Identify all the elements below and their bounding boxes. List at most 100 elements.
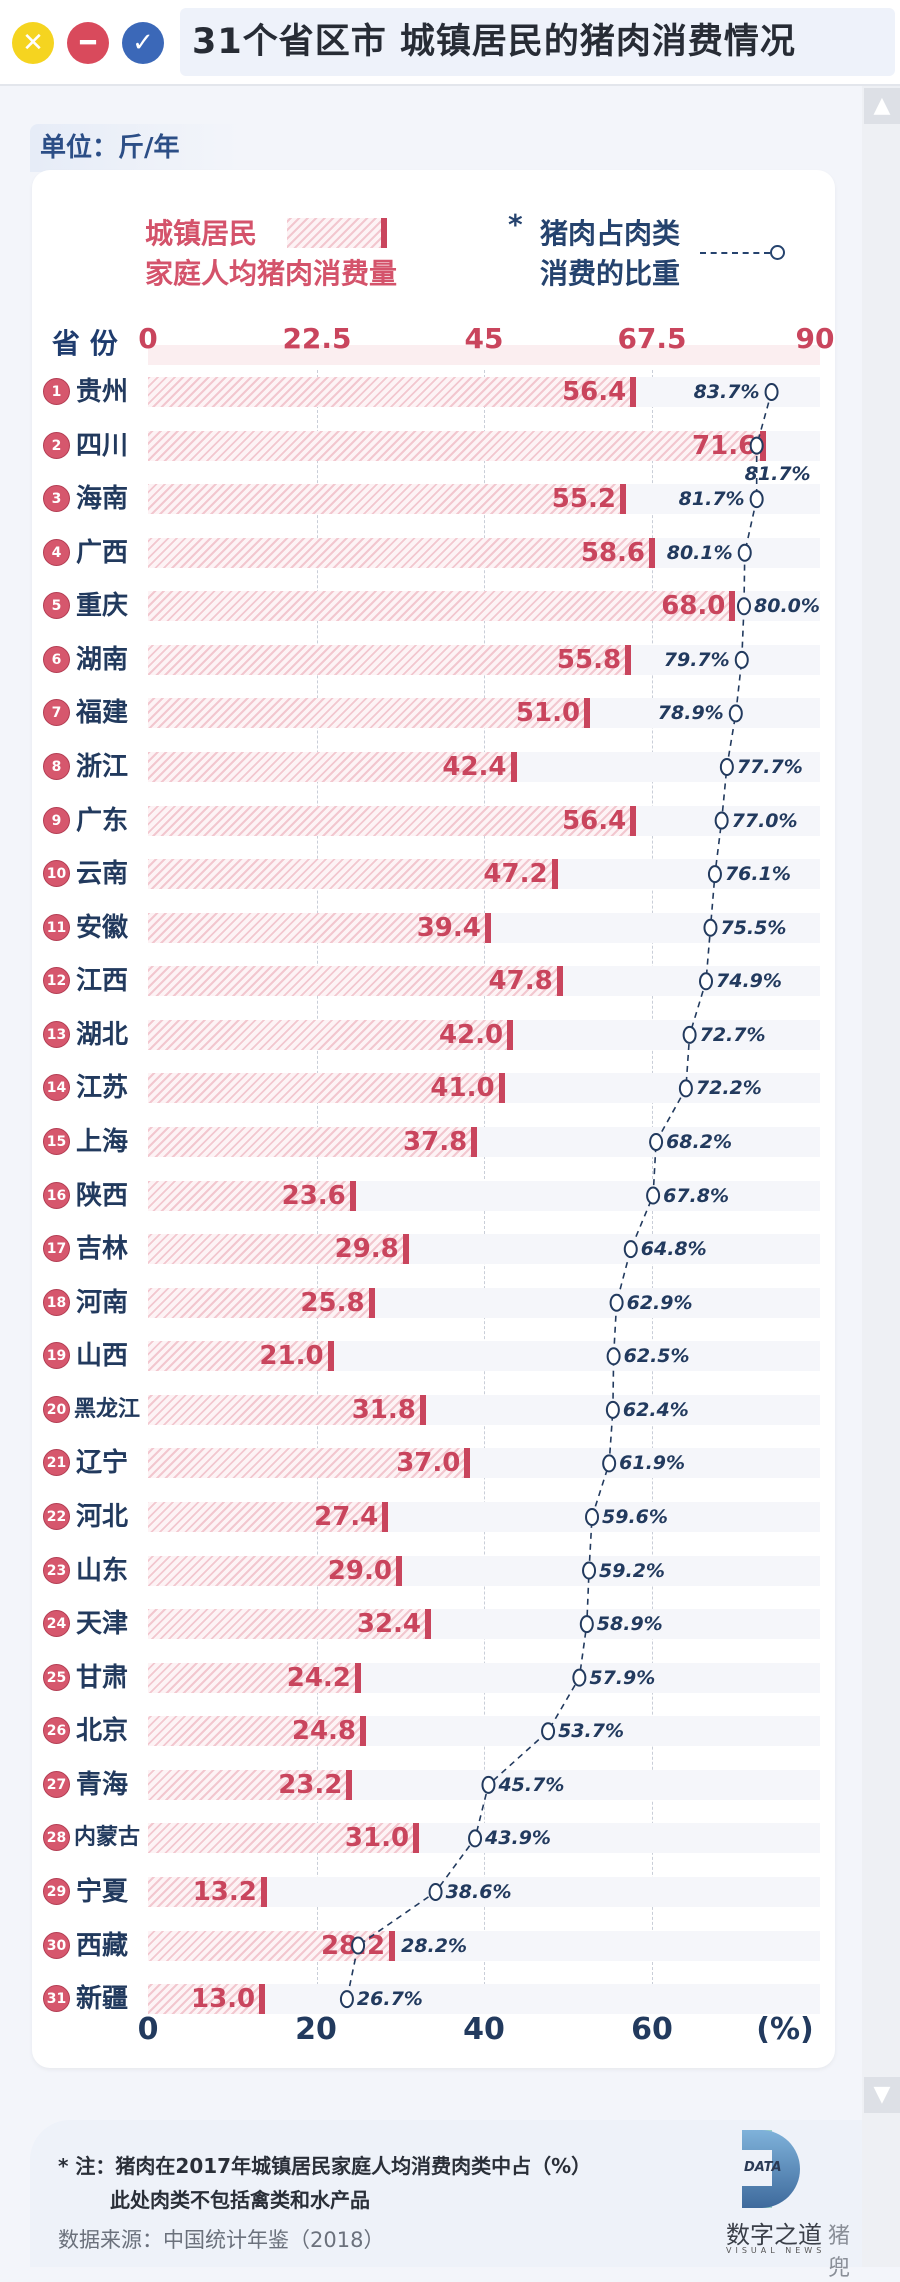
consumption-value-label: 32.4	[356, 1609, 422, 1640]
ratio-dot	[737, 543, 752, 562]
consumption-bar-end	[630, 805, 637, 836]
scroll-up-icon[interactable]: ▲	[864, 88, 900, 124]
consumption-bar	[148, 1126, 472, 1157]
bottom-axis-tick: 20	[295, 2012, 337, 2047]
top-axis-tick: 45	[464, 322, 504, 355]
province-name: 浙江	[76, 751, 129, 782]
rank-badge: 24	[43, 1610, 70, 1638]
ratio-value-label: 61.9%	[619, 1452, 686, 1475]
consumption-bar-end	[354, 1662, 361, 1693]
consumption-value-label: 51.0	[515, 698, 581, 729]
ratio-value-label: 57.9%	[589, 1666, 656, 1689]
consumption-bar-end	[649, 537, 656, 568]
consumption-bar-end	[368, 1287, 375, 1318]
ratio-value-label: 26.7%	[356, 1988, 423, 2011]
ratio-value-label: 79.7%	[663, 648, 730, 671]
bottom-axis-tick: 60	[631, 2012, 673, 2047]
ratio-dot	[602, 1454, 617, 1473]
province-name: 广西	[76, 537, 129, 568]
legend-dot-label-1: 猪肉占肉类	[540, 217, 681, 250]
consumption-value-label: 68.0	[661, 591, 726, 622]
ratio-dot	[682, 1025, 697, 1044]
rank-badge: 17	[43, 1235, 70, 1263]
rank-badge: 2	[43, 431, 70, 459]
province-name: 河南	[76, 1287, 129, 1318]
consumption-bar-end	[484, 912, 491, 943]
consumption-bar-end	[619, 484, 626, 515]
category-header: 省 份	[52, 327, 118, 360]
consumption-bar	[148, 912, 485, 943]
consumption-value-label: 31.8	[351, 1394, 416, 1425]
ratio-dot	[649, 1132, 664, 1151]
consumption-bar	[148, 1555, 396, 1586]
legend-dot-marker	[770, 245, 785, 260]
ratio-dot	[749, 490, 764, 509]
ratio-value-label: 38.6%	[445, 1880, 512, 1903]
check-icon[interactable]: ✓	[122, 22, 164, 64]
province-name: 江西	[76, 966, 129, 997]
ratio-value-label: 67.8%	[663, 1184, 730, 1207]
ratio-dot	[623, 1240, 638, 1259]
consumption-value-label: 71.6	[692, 430, 757, 461]
scroll-down-icon[interactable]: ▼	[864, 2077, 900, 2113]
page-title: 31个省区市 城镇居民的猪肉消费情况	[180, 8, 895, 76]
consumption-bar-end	[259, 1984, 266, 2015]
ratio-value-label: 77.7%	[736, 755, 803, 778]
ratio-value-label: 58.9%	[596, 1613, 663, 1636]
consumption-bar	[148, 644, 626, 675]
province-name: 黑龙江	[74, 1396, 141, 1422]
ratio-dot	[585, 1507, 600, 1526]
rank-badge: 18	[43, 1288, 70, 1316]
consumption-value-label: 55.8	[556, 644, 622, 675]
consumption-value-label: 24.8	[291, 1716, 357, 1747]
consumption-bar	[148, 1234, 403, 1265]
rank-badge: 29	[43, 1877, 70, 1905]
consumption-value-label: 55.2	[551, 484, 616, 515]
close-icon[interactable]: ✕	[12, 22, 54, 64]
consumption-bar	[148, 430, 761, 461]
consumption-bar	[148, 1769, 347, 1800]
consumption-bar-end	[507, 1019, 514, 1050]
watermark: 猪兜	[828, 2224, 851, 2281]
ratio-value-label: 77.0%	[731, 809, 798, 832]
province-name: 山东	[76, 1555, 129, 1586]
province-name: 天津	[76, 1609, 129, 1640]
ratio-value-label: 72.2%	[695, 1077, 762, 1100]
consumption-value-label: 29.8	[334, 1234, 399, 1265]
legend-bar-label-1: 城镇居民	[145, 217, 258, 250]
province-name: 江苏	[76, 1073, 129, 1104]
rank-badge: 11	[43, 913, 70, 941]
brand-name: 数字之道	[726, 2221, 822, 2249]
rank-badge: 20	[43, 1395, 70, 1423]
scrollbar[interactable]: ▲ ▼	[862, 86, 900, 2267]
minimize-icon[interactable]: ━	[67, 22, 109, 64]
consumption-value-label: 23.6	[281, 1180, 346, 1211]
province-name: 河北	[76, 1501, 129, 1532]
consumption-value-label: 37.0	[396, 1448, 461, 1479]
consumption-bar-end	[729, 591, 736, 622]
ratio-dot	[605, 1400, 620, 1419]
consumption-bar-end	[413, 1823, 420, 1854]
consumption-bar-end	[395, 1555, 402, 1586]
ratio-dot	[339, 1990, 354, 2009]
province-name: 湖北	[76, 1019, 129, 1050]
footer: * 注：猪肉在2017年城镇居民家庭人均消费肉类中占（%） 此处肉类不包括禽类和…	[30, 2120, 862, 2281]
consumption-value-label: 39.4	[416, 912, 481, 943]
rank-badge: 21	[43, 1449, 70, 1477]
consumption-value-label: 24.2	[286, 1662, 351, 1693]
consumption-bar	[148, 537, 650, 568]
ratio-value-label: 62.9%	[626, 1291, 693, 1314]
consumption-value-label: 41.0	[430, 1073, 495, 1104]
consumption-bar-end	[625, 644, 632, 675]
ratio-dot	[714, 811, 729, 830]
consumption-bar-end	[498, 1073, 505, 1104]
consumption-bar	[148, 751, 511, 782]
unit-label: 单位：斤/年	[30, 124, 240, 172]
province-name: 安徽	[76, 912, 129, 943]
rank-badge: 10	[43, 860, 70, 888]
ratio-dot	[728, 704, 743, 723]
consumption-bar-end	[584, 698, 591, 729]
consumption-bar-end	[425, 1609, 432, 1640]
rank-badge: 22	[43, 1502, 70, 1530]
